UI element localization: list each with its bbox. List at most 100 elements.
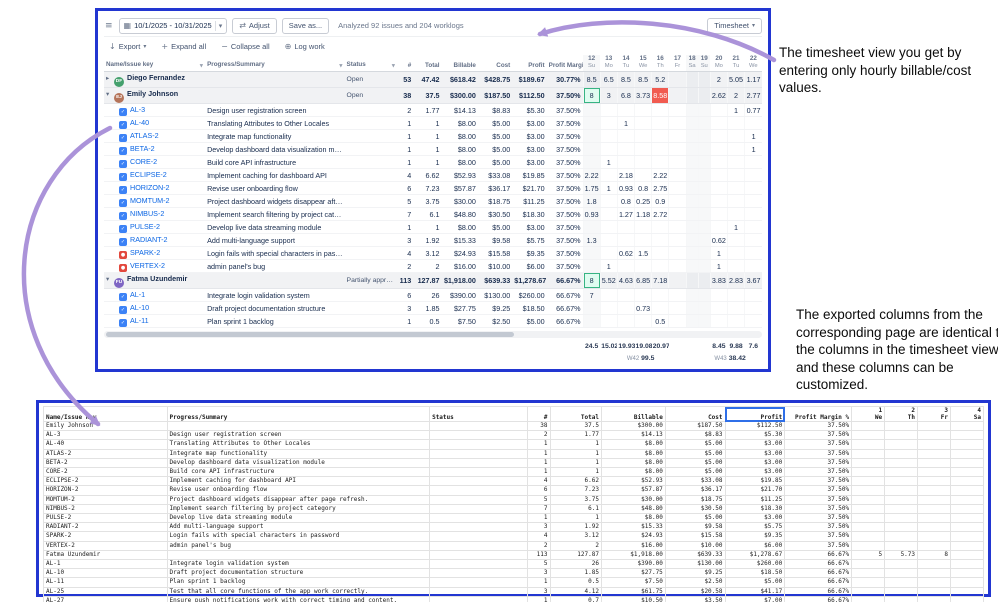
export-header-status[interactable]: Status <box>429 406 528 422</box>
export-day-cell[interactable] <box>949 448 985 459</box>
worklog-day-cell[interactable] <box>744 116 762 131</box>
worklog-day-cell[interactable] <box>709 103 728 118</box>
export-count-cell[interactable]: 5 <box>526 559 551 570</box>
worklog-day-cell[interactable] <box>685 181 699 196</box>
issue-key-link[interactable]: MOMTUM-2 <box>130 196 170 206</box>
timesheet-issue-row[interactable]: ● SPARK-2 Login fails with special charact… <box>104 246 762 261</box>
export-billable-cell[interactable]: $8.00 <box>600 467 666 478</box>
worklog-day-cell[interactable] <box>709 116 728 131</box>
export-margin-cell[interactable]: 37.50% <box>784 430 853 441</box>
worklog-day-cell[interactable]: 1 <box>709 259 728 274</box>
export-row[interactable]: ATLAS-2 Integrate map functionality 1 1 $8.0… <box>43 448 985 459</box>
export-profit-cell[interactable]: $1,278.67 <box>724 549 786 561</box>
export-day-cell[interactable] <box>851 420 886 432</box>
export-profit-cell[interactable]: $3.00 <box>724 513 786 524</box>
worklog-day-cell[interactable] <box>668 71 687 89</box>
export-billable-cell[interactable]: $16.00 <box>600 540 666 551</box>
export-day-cell[interactable] <box>884 494 919 505</box>
worklog-day-cell[interactable] <box>599 233 618 248</box>
worklog-day-cell[interactable]: 2.83 <box>726 272 745 290</box>
worklog-day-cell[interactable] <box>651 259 669 274</box>
export-key-cell[interactable]: AL-40 <box>43 439 168 450</box>
worklog-day-cell[interactable]: 1 <box>709 246 728 261</box>
worklog-day-cell[interactable] <box>726 301 745 316</box>
worklog-day-cell[interactable] <box>599 220 618 235</box>
worklog-day-cell[interactable] <box>726 116 745 131</box>
worklog-day-cell[interactable] <box>697 314 711 328</box>
worklog-day-cell[interactable] <box>709 168 728 183</box>
export-billable-cell[interactable]: $14.13 <box>600 430 666 441</box>
worklog-day-cell[interactable] <box>599 168 618 183</box>
export-day-cell[interactable] <box>917 439 951 450</box>
export-day-cell[interactable] <box>949 485 985 496</box>
worklog-day-cell[interactable] <box>582 103 601 118</box>
export-margin-cell[interactable]: 37.50% <box>784 540 853 551</box>
timesheet-issue-row[interactable]: ✓ AL-1 Integrate login validation system 6 2… <box>104 288 762 303</box>
export-profit-cell[interactable]: $260.00 <box>724 559 786 570</box>
worklog-day-cell[interactable] <box>616 259 635 274</box>
export-cost-cell[interactable]: $130.00 <box>664 559 726 570</box>
export-total-cell[interactable]: 1 <box>549 439 602 450</box>
export-total-cell[interactable]: 4.12 <box>549 586 602 597</box>
worklog-day-cell[interactable]: 1.75 <box>582 181 601 196</box>
timesheet-issue-row[interactable]: ● VERTEX-2 admin panel's bug 2 2 $16.00 $10.00… <box>104 259 762 274</box>
export-margin-cell[interactable]: 37.50% <box>784 439 853 450</box>
export-key-cell[interactable]: ECLIPSE-2 <box>43 476 168 487</box>
export-status-cell[interactable] <box>429 549 528 561</box>
day-column-header[interactable]: 19 Su <box>698 55 711 73</box>
export-count-cell[interactable]: 2 <box>526 540 551 551</box>
export-header-profit[interactable]: Profit <box>724 406 786 422</box>
worklog-day-cell[interactable] <box>685 155 699 170</box>
export-billable-cell[interactable]: $57.87 <box>600 485 666 496</box>
export-total-cell[interactable]: 1.77 <box>549 430 602 441</box>
export-day-cell[interactable] <box>949 494 985 505</box>
export-margin-cell[interactable]: 37.50% <box>784 476 853 487</box>
worklog-day-cell[interactable] <box>726 233 745 248</box>
issue-key-link[interactable]: VERTEX-2 <box>130 261 166 271</box>
export-count-cell[interactable]: 1 <box>526 439 551 450</box>
export-day-cell[interactable] <box>917 467 951 478</box>
export-day-cell[interactable] <box>917 586 951 597</box>
worklog-day-cell[interactable] <box>668 155 687 170</box>
worklog-day-cell[interactable] <box>599 103 618 118</box>
worklog-day-cell[interactable] <box>599 207 618 222</box>
export-cost-cell[interactable]: $10.00 <box>664 540 726 551</box>
export-day-cell[interactable] <box>851 494 886 505</box>
export-row[interactable]: NIMBUS-2 Implement search filtering by pr… <box>43 503 985 515</box>
worklog-day-cell[interactable] <box>651 116 669 131</box>
export-cost-cell[interactable]: $30.50 <box>664 503 726 515</box>
issue-key-link[interactable]: NIMBUS-2 <box>130 209 165 219</box>
worklog-day-cell[interactable]: 0.93 <box>616 181 635 196</box>
export-key-cell[interactable]: AL-27 <box>43 595 168 602</box>
worklog-day-cell[interactable] <box>651 155 669 170</box>
worklog-day-cell[interactable] <box>744 246 762 261</box>
worklog-day-cell[interactable]: 5.05 <box>726 71 745 89</box>
worklog-day-cell[interactable] <box>668 259 687 274</box>
export-day-cell[interactable] <box>949 522 985 533</box>
export-profit-cell[interactable]: $21.70 <box>724 485 786 496</box>
export-summary-cell[interactable]: Develop live data streaming module <box>166 513 431 524</box>
export-summary-cell[interactable]: Draft project documentation structure <box>166 568 431 579</box>
worklog-day-cell[interactable] <box>709 155 728 170</box>
worklog-day-cell[interactable] <box>697 168 711 183</box>
worklog-day-cell[interactable] <box>685 129 699 144</box>
worklog-day-cell[interactable] <box>726 194 745 209</box>
worklog-day-cell[interactable] <box>582 259 601 274</box>
worklog-day-cell[interactable] <box>744 207 762 222</box>
export-day-cell[interactable] <box>917 494 951 505</box>
export-day-cell[interactable] <box>851 586 886 597</box>
export-total-cell[interactable]: 6.1 <box>549 503 602 515</box>
export-day-cell[interactable] <box>884 430 919 441</box>
export-total-cell[interactable]: 1.85 <box>549 568 602 579</box>
worklog-day-cell[interactable]: 0.73 <box>634 301 652 316</box>
filter-icon[interactable]: ▼ <box>199 64 204 70</box>
export-day-cell[interactable] <box>949 457 985 469</box>
export-header-summary[interactable]: Progress/Summary <box>166 406 431 422</box>
worklog-day-cell[interactable]: 0.62 <box>616 246 635 261</box>
export-total-cell[interactable]: 26 <box>549 559 602 570</box>
worklog-day-cell[interactable] <box>668 246 687 261</box>
worklog-day-cell[interactable] <box>685 246 699 261</box>
timesheet-group-row[interactable]: ▸ DF Diego Fernandez Open 53 47.42 $618.42 $428… <box>104 71 762 89</box>
worklog-day-cell[interactable] <box>651 301 669 316</box>
worklog-day-cell[interactable] <box>616 142 635 157</box>
